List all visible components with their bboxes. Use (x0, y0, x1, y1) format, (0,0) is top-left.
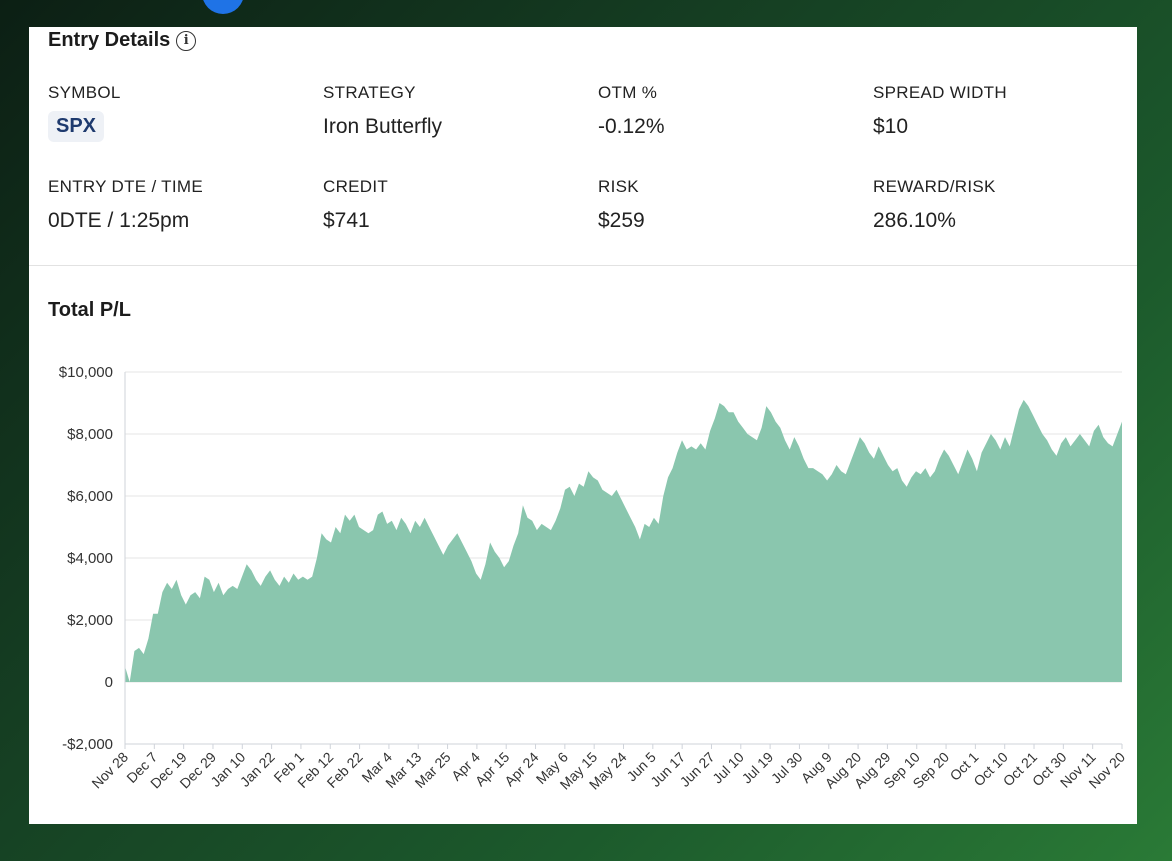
section-divider (29, 265, 1137, 266)
field-otm: OTM % -0.12% (598, 83, 665, 138)
y-tick-label: $4,000 (67, 550, 113, 567)
symbol-badge[interactable]: SPX (48, 111, 105, 142)
field-strategy: STRATEGY Iron Butterfly (323, 83, 443, 138)
field-symbol: SYMBOL SPX (48, 83, 121, 142)
field-spread-width: SPREAD WIDTH $10 (873, 83, 1007, 138)
field-credit: CREDIT $741 (323, 177, 389, 232)
x-tick-label: Jul 19 (739, 749, 777, 787)
field-reward-risk: REWARD/RISK 286.10% (873, 177, 996, 232)
y-tick-label: $2,000 (67, 612, 113, 629)
y-tick-label: -$2,000 (62, 736, 113, 753)
info-icon[interactable]: i (176, 31, 197, 51)
x-tick-label: Jul 10 (709, 749, 747, 787)
y-tick-label: 0 (105, 674, 113, 691)
entry-details-card: Entry Details i SYMBOL SPX STRATEGY Iron … (29, 27, 1137, 824)
x-tick-label: Nov 28 (88, 749, 131, 792)
x-tick-label: Jul 30 (768, 749, 806, 787)
y-tick-label: $10,000 (59, 364, 113, 381)
pl-area-series (125, 399, 1122, 682)
entry-details-heading: Entry Details i (48, 29, 197, 52)
y-tick-label: $8,000 (67, 426, 113, 443)
x-tick-label: Apr 24 (501, 749, 542, 790)
field-risk: RISK $259 (598, 177, 645, 232)
pl-area-chart: -$2,000 0 $2,000 $4,000 $6,000 $8,000 $10,000 N… (59, 364, 1129, 793)
y-tick-label: $6,000 (67, 488, 113, 505)
field-entry-dte: ENTRY DTE / TIME 0DTE / 1:25pm (48, 177, 203, 232)
notification-dot (202, 0, 244, 14)
chart-title: Total P/L (48, 299, 131, 321)
